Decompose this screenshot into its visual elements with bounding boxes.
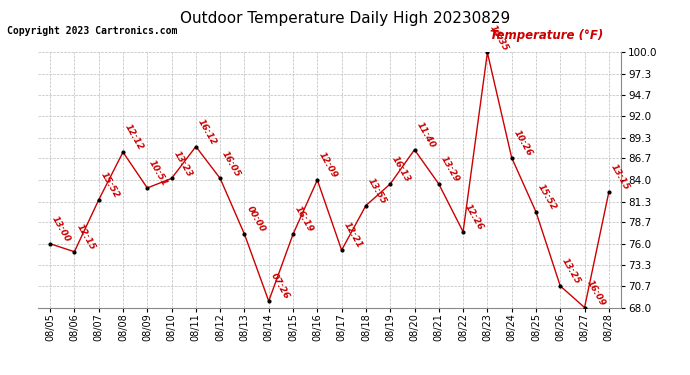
Text: 12:09: 12:09 xyxy=(317,151,339,180)
Text: 00:00: 00:00 xyxy=(244,205,266,234)
Text: 12:15: 12:15 xyxy=(75,222,97,252)
Text: 12:21: 12:21 xyxy=(342,221,364,250)
Text: 11:40: 11:40 xyxy=(415,120,437,150)
Text: 15:52: 15:52 xyxy=(99,171,121,200)
Text: 10:26: 10:26 xyxy=(512,128,534,158)
Text: 13:23: 13:23 xyxy=(172,149,194,178)
Text: 13:55: 13:55 xyxy=(366,176,388,206)
Text: 13:15: 13:15 xyxy=(609,163,631,192)
Text: 07:26: 07:26 xyxy=(268,272,291,301)
Text: 13:25: 13:25 xyxy=(560,257,582,286)
Text: 16:09: 16:09 xyxy=(584,278,607,308)
Text: 12:12: 12:12 xyxy=(123,123,145,152)
Text: 16:12: 16:12 xyxy=(196,117,218,147)
Text: 14:35: 14:35 xyxy=(487,23,509,52)
Text: 13:29: 13:29 xyxy=(439,155,461,184)
Text: Temperature (°F): Temperature (°F) xyxy=(491,29,604,42)
Text: 16:13: 16:13 xyxy=(391,155,413,184)
Text: Copyright 2023 Cartronics.com: Copyright 2023 Cartronics.com xyxy=(7,26,177,36)
Text: 16:19: 16:19 xyxy=(293,205,315,234)
Text: 10:51: 10:51 xyxy=(147,159,169,188)
Text: 12:26: 12:26 xyxy=(463,202,485,232)
Text: 16:05: 16:05 xyxy=(220,149,242,178)
Text: 15:52: 15:52 xyxy=(536,183,558,212)
Text: 13:00: 13:00 xyxy=(50,214,72,244)
Text: Outdoor Temperature Daily High 20230829: Outdoor Temperature Daily High 20230829 xyxy=(180,11,510,26)
